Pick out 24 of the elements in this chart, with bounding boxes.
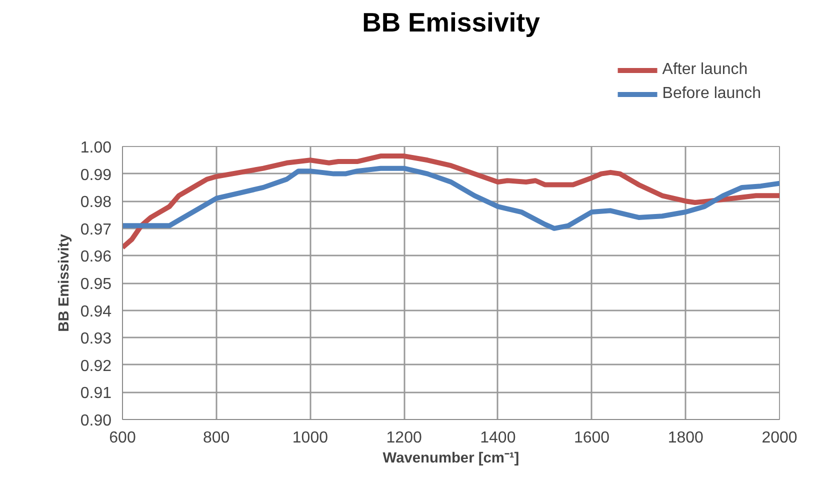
y-tick-label: 0.94 xyxy=(80,303,112,320)
y-tick-label: 0.93 xyxy=(80,330,112,348)
x-axis-title: Wavenumber [cm⁻¹] xyxy=(382,450,520,466)
x-tick-label: 1200 xyxy=(386,430,422,446)
x-tick-label: 1400 xyxy=(480,430,516,446)
y-tick-label: 0.98 xyxy=(80,194,112,212)
chart-title: BB Emissivity xyxy=(362,8,540,38)
y-tick-label: 0.92 xyxy=(80,358,112,375)
y-tick-label: 1.00 xyxy=(80,140,112,156)
x-tick-label: 600 xyxy=(109,430,136,446)
x-tick-label: 1600 xyxy=(574,430,610,446)
y-tick-label: 0.99 xyxy=(80,166,112,184)
y-tick-label: 0.95 xyxy=(80,276,112,293)
y-tick-label: 0.91 xyxy=(80,385,112,402)
x-tick-label: 800 xyxy=(203,430,230,446)
legend-label: After launch xyxy=(662,61,748,79)
legend-label: Before launch xyxy=(662,85,761,103)
x-tick-label: 1800 xyxy=(668,430,704,446)
y-axis-title: BB Emissivity xyxy=(56,233,72,332)
y-tick-label: 0.96 xyxy=(80,248,112,266)
x-tick-label: 2000 xyxy=(762,430,798,446)
y-tick-label: 0.90 xyxy=(80,412,112,430)
y-tick-label: 0.97 xyxy=(80,221,112,238)
x-tick-label: 1000 xyxy=(292,430,328,446)
